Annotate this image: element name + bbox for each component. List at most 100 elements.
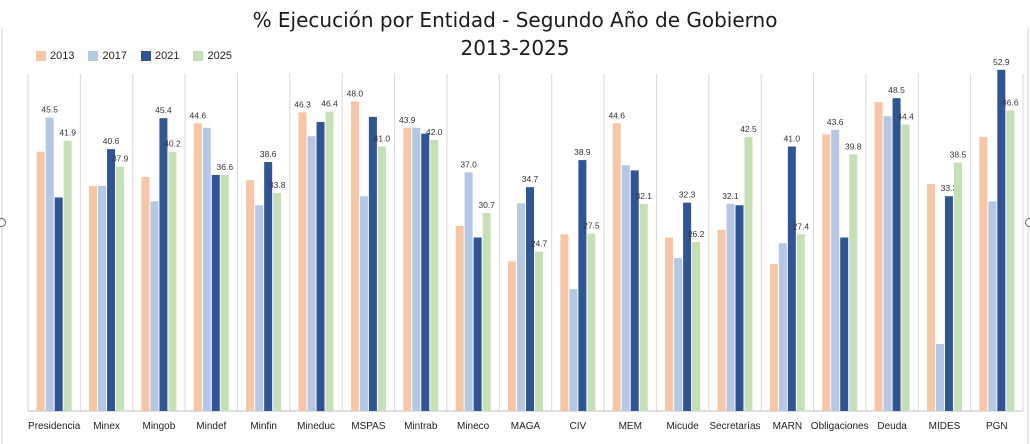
bar-2017-Minfin: [255, 205, 264, 411]
legend-swatch: [193, 51, 204, 61]
bar-2013-MARN: [769, 263, 778, 411]
bar-2025-MAGA: [535, 251, 543, 411]
legend-item-2017: 2017: [88, 50, 127, 62]
bar-2021-Presidencia: [54, 197, 63, 411]
bar-2025-MSPAS: [377, 146, 386, 412]
bar-2021-MSPAS: [368, 116, 377, 411]
data-label: 27.5: [583, 221, 600, 231]
bar-2017-CIV: [569, 289, 578, 411]
data-label: 48.0: [347, 88, 364, 98]
legend-swatch: [140, 51, 151, 61]
bar-2021-MARN: [787, 146, 796, 412]
resize-handle-right[interactable]: [1025, 218, 1030, 227]
data-label: 37.0: [460, 159, 477, 169]
chart-legend: 2013 2017 2021 2025: [36, 50, 232, 62]
bar-2025-Presidencia: [63, 140, 72, 411]
x-tick-label: MSPAS: [351, 421, 386, 432]
bar-2017-Mindef: [202, 127, 211, 411]
x-tick-label: MAGA: [511, 421, 541, 432]
bar-2021-Mintrab: [421, 133, 430, 411]
x-tick-label: MARN: [773, 421, 802, 432]
data-label: 41.0: [374, 134, 391, 144]
bar-2021-Minfin: [264, 162, 273, 411]
bar-2013-Mindef: [193, 123, 202, 411]
data-label: 39.8: [845, 141, 862, 151]
bar-2025-CIV: [587, 233, 596, 411]
data-label: 38.5: [950, 150, 967, 160]
bar-2021-Mindef: [211, 174, 220, 411]
x-tick-label: Obligaciones: [811, 421, 869, 432]
bar-2017-Minex: [98, 185, 107, 411]
bar-2025-Minex: [116, 166, 125, 411]
data-label: 38.9: [574, 147, 591, 157]
data-label: 48.5: [888, 85, 905, 95]
data-label: 46.4: [321, 99, 338, 109]
bar-2017-Obligaciones: [831, 129, 840, 411]
x-tick-label: Mingob: [143, 421, 176, 432]
data-label: 38.6: [260, 149, 277, 159]
resize-handle-left[interactable]: [0, 218, 6, 227]
legend-item-2025: 2025: [193, 50, 232, 62]
legend-item-2021: 2021: [140, 50, 180, 62]
bar-2013-Obligaciones: [822, 134, 831, 412]
data-label: 46.3: [294, 99, 311, 109]
data-label: 45.5: [41, 105, 58, 115]
x-tick-label: Micude: [666, 421, 699, 432]
bar-2025-Secretarías: [744, 136, 753, 411]
bar-2013-PGN: [979, 136, 988, 411]
bar-2017-Presidencia: [45, 117, 54, 412]
data-label: 27.4: [793, 221, 810, 231]
bar-2017-Mineco: [464, 172, 473, 411]
legend-label: 2021: [154, 50, 180, 62]
data-label: 24.7: [531, 239, 548, 249]
bar-2025-Mintrab: [430, 140, 439, 411]
data-label: 52.9: [993, 57, 1010, 67]
data-label: 45.4: [155, 105, 172, 115]
bar-2013-Mineduc: [298, 112, 307, 412]
data-label: 34.7: [522, 174, 539, 184]
bar-2025-Mingob: [168, 151, 177, 411]
data-label: 33.3: [941, 183, 958, 193]
bar-2021-Secretarías: [735, 205, 744, 411]
x-tick-label: Secretarías: [709, 421, 760, 432]
bar-2017-Micude: [674, 258, 683, 411]
x-tick-label: Mineduc: [297, 421, 335, 432]
bar-2013-Presidencia: [36, 151, 45, 411]
bar-2021-Micude: [683, 202, 692, 411]
chart-title: % Ejecución por Entidad - Segundo Año de…: [252, 8, 778, 32]
x-tick-label: CIV: [570, 421, 587, 432]
data-label: 40.6: [103, 136, 120, 146]
bar-2013-CIV: [560, 234, 569, 411]
data-label: 33.8: [269, 180, 286, 190]
data-label: 30.7: [478, 200, 495, 210]
x-tick-label: Mineco: [457, 421, 490, 432]
bar-2021-Obligaciones: [840, 237, 849, 411]
bar-2025-Deuda: [901, 124, 910, 412]
bar-2025-MIDES: [953, 162, 962, 411]
bar-2017-MARN: [778, 243, 787, 411]
data-label: 32.1: [722, 191, 739, 201]
bar-2025-Obligaciones: [849, 154, 858, 412]
data-label: 41.9: [59, 128, 76, 138]
x-tick-label: PGN: [986, 421, 1008, 432]
bar-2013-Minex: [89, 185, 98, 411]
x-tick-label: Minex: [93, 421, 120, 432]
bar-2017-MAGA: [517, 203, 525, 411]
data-label: 44.6: [190, 110, 207, 120]
legend-swatch: [36, 51, 46, 61]
bar-2025-Mindef: [220, 174, 229, 411]
data-label: 36.6: [217, 162, 234, 172]
data-label: 44.6: [608, 110, 625, 120]
legend-label: 2017: [102, 50, 127, 62]
data-label: 43.6: [827, 117, 844, 127]
x-tick-label: Presidencia: [28, 421, 81, 432]
x-tick-label: Mintrab: [404, 421, 438, 432]
data-label: 41.0: [784, 134, 801, 144]
bar-2017-PGN: [988, 201, 997, 411]
bar-2021-CIV: [578, 160, 587, 411]
bar-2021-PGN: [997, 69, 1006, 412]
bar-2025-MEM: [639, 203, 648, 411]
bar-2013-Mingob: [141, 176, 150, 411]
data-label: 32.3: [679, 190, 696, 200]
